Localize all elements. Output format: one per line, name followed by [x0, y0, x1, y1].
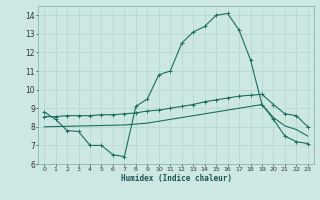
X-axis label: Humidex (Indice chaleur): Humidex (Indice chaleur)	[121, 174, 231, 183]
